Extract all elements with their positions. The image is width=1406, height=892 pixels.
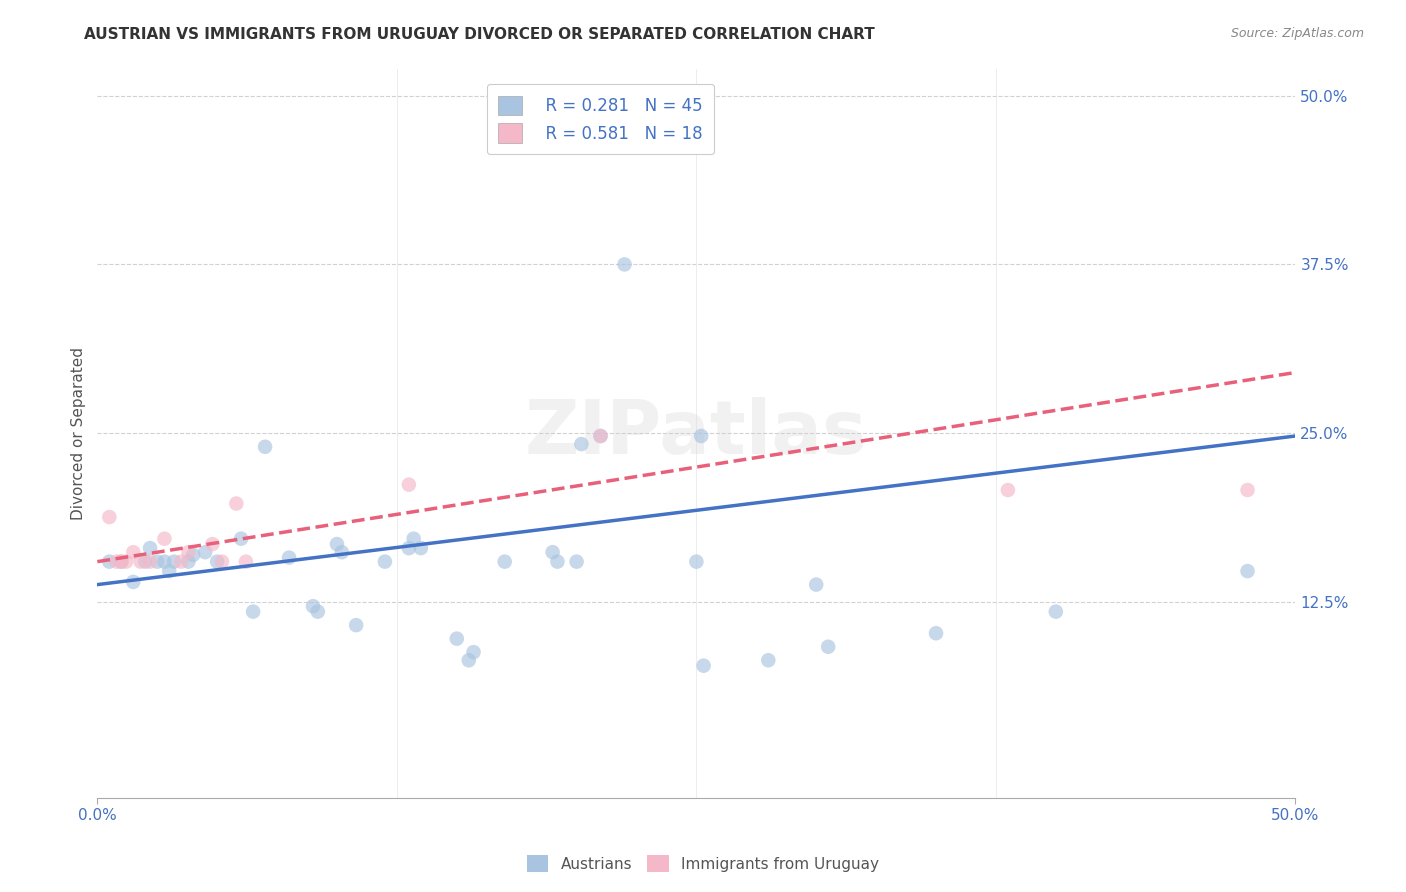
Point bbox=[565, 555, 588, 569]
Point bbox=[225, 497, 247, 511]
Point bbox=[402, 532, 425, 546]
Point bbox=[398, 477, 420, 491]
Point bbox=[254, 440, 277, 454]
Point bbox=[115, 555, 138, 569]
Point bbox=[98, 555, 121, 569]
Point bbox=[201, 537, 224, 551]
Point bbox=[205, 555, 228, 569]
Point bbox=[1045, 605, 1067, 619]
Point bbox=[110, 555, 132, 569]
Point bbox=[163, 555, 186, 569]
Point bbox=[157, 564, 180, 578]
Point bbox=[326, 537, 349, 551]
Point bbox=[153, 532, 176, 546]
Point bbox=[139, 555, 162, 569]
Point bbox=[122, 545, 145, 559]
Point bbox=[242, 605, 264, 619]
Text: AUSTRIAN VS IMMIGRANTS FROM URUGUAY DIVORCED OR SEPARATED CORRELATION CHART: AUSTRIAN VS IMMIGRANTS FROM URUGUAY DIVO… bbox=[84, 27, 875, 42]
Point bbox=[98, 510, 121, 524]
Point bbox=[278, 550, 301, 565]
Legend: Austrians, Immigrants from Uruguay: Austrians, Immigrants from Uruguay bbox=[519, 847, 887, 880]
Point bbox=[153, 555, 176, 569]
Point bbox=[177, 555, 200, 569]
Point bbox=[134, 555, 156, 569]
Point bbox=[589, 429, 612, 443]
Y-axis label: Divorced or Separated: Divorced or Separated bbox=[72, 347, 86, 520]
Point bbox=[692, 658, 714, 673]
Point bbox=[1236, 564, 1258, 578]
Point bbox=[129, 555, 152, 569]
Text: Source: ZipAtlas.com: Source: ZipAtlas.com bbox=[1230, 27, 1364, 40]
Point bbox=[446, 632, 468, 646]
Point bbox=[139, 541, 162, 555]
Point bbox=[170, 555, 193, 569]
Point bbox=[181, 548, 204, 562]
Point bbox=[457, 653, 479, 667]
Point bbox=[494, 555, 516, 569]
Point bbox=[925, 626, 948, 640]
Point bbox=[571, 437, 593, 451]
Point bbox=[613, 257, 636, 271]
Point bbox=[409, 541, 432, 555]
Point bbox=[374, 555, 396, 569]
Point bbox=[344, 618, 367, 632]
Point bbox=[541, 545, 564, 559]
Point bbox=[307, 605, 329, 619]
Point bbox=[235, 555, 257, 569]
Point bbox=[177, 545, 200, 559]
Point bbox=[302, 599, 325, 614]
Text: ZIPatlas: ZIPatlas bbox=[524, 397, 868, 470]
Point bbox=[806, 577, 828, 591]
Point bbox=[105, 555, 128, 569]
Point bbox=[756, 653, 779, 667]
Point bbox=[110, 555, 132, 569]
Point bbox=[1236, 483, 1258, 497]
Point bbox=[589, 429, 612, 443]
Point bbox=[229, 532, 252, 546]
Point bbox=[398, 541, 420, 555]
Point bbox=[817, 640, 839, 654]
Point bbox=[463, 645, 485, 659]
Point bbox=[146, 555, 169, 569]
Point bbox=[211, 555, 233, 569]
Point bbox=[122, 574, 145, 589]
Point bbox=[685, 555, 707, 569]
Legend:   R = 0.281   N = 45,   R = 0.581   N = 18: R = 0.281 N = 45, R = 0.581 N = 18 bbox=[486, 84, 714, 154]
Point bbox=[194, 545, 217, 559]
Point bbox=[690, 429, 713, 443]
Point bbox=[997, 483, 1019, 497]
Point bbox=[330, 545, 353, 559]
Point bbox=[546, 555, 568, 569]
